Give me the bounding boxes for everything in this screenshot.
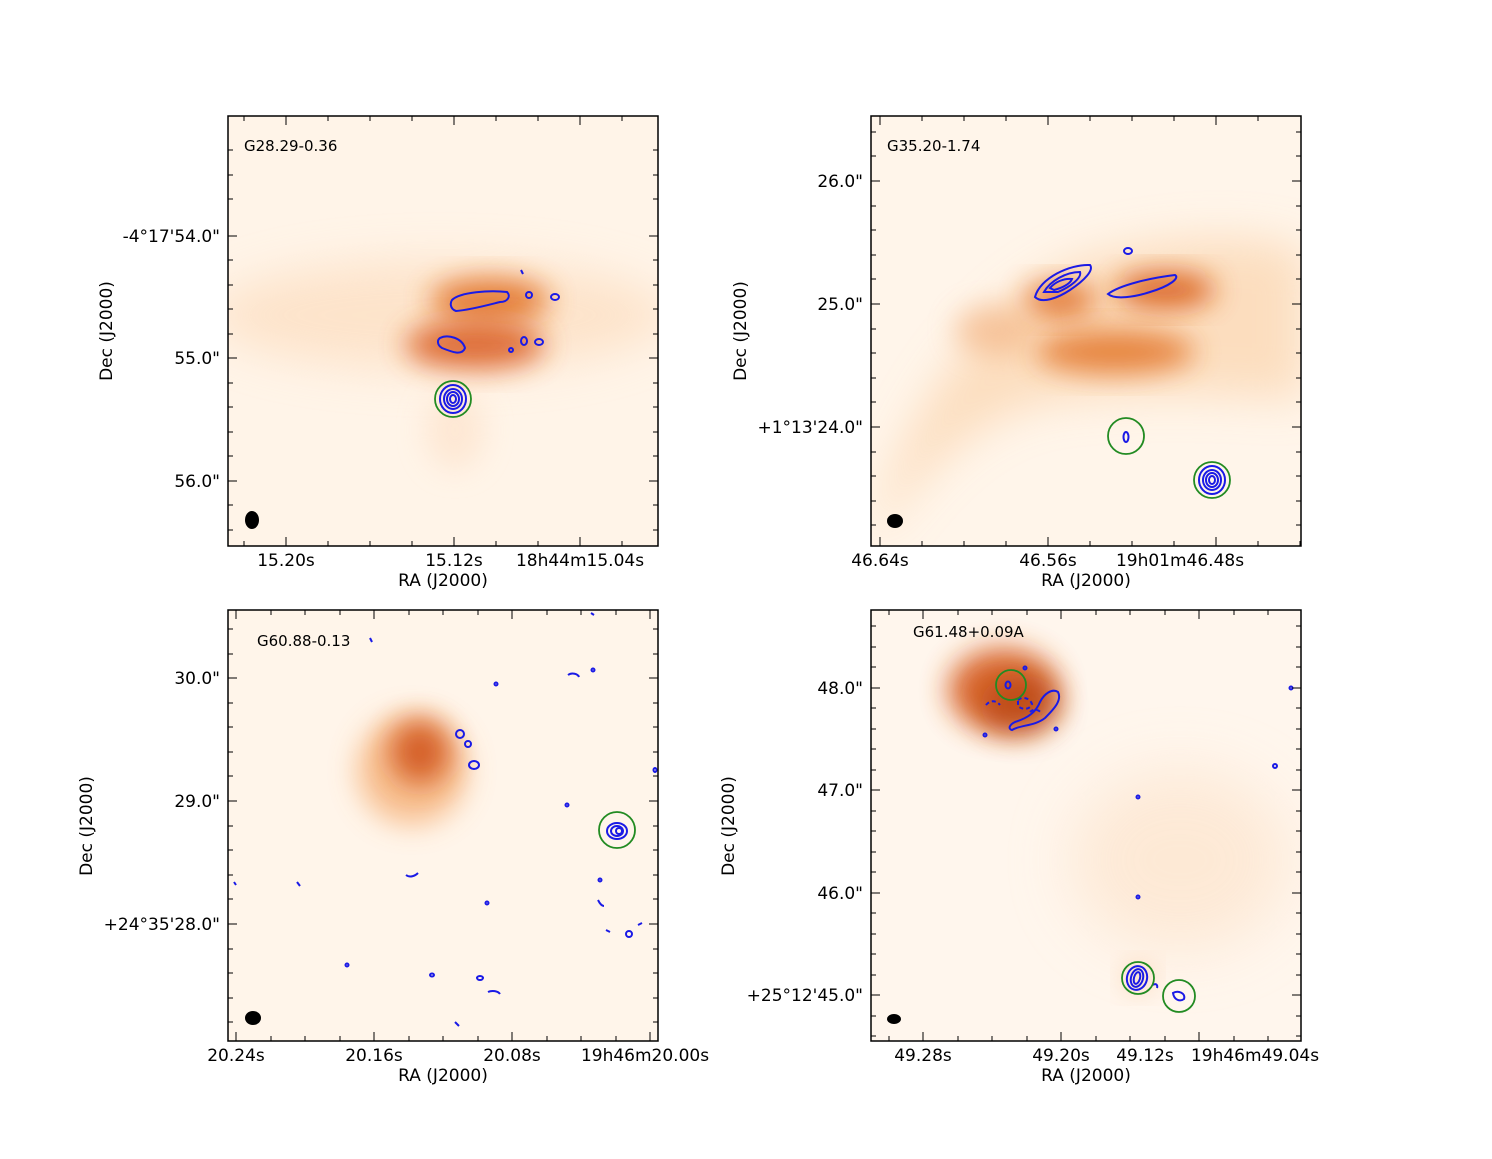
panel-g60-xtick-0: 20.24s <box>207 1046 265 1066</box>
panel-g35-ticks <box>871 116 1301 546</box>
panel-g35-frame <box>870 115 1302 547</box>
panel-g28-xlabel: RA (J2000) <box>398 571 488 591</box>
panel-g61-ylabel: Dec (J2000) <box>719 776 739 876</box>
panel-g61-beam <box>887 1014 901 1024</box>
panel-g61-title: G61.48+0.09A <box>913 623 1025 641</box>
panel-g61-xtick-3: 19h46m49.04s <box>1191 1046 1319 1066</box>
panel-g35-xtick-1: 46.56s <box>1019 551 1077 571</box>
panel-g60-xlabel: RA (J2000) <box>398 1066 488 1086</box>
panel-g35-xtick-0: 46.64s <box>851 551 909 571</box>
panel-g60-beam <box>245 1011 261 1025</box>
panel-g60-marker <box>598 811 636 849</box>
panel-g61-marker-1 <box>995 669 1027 701</box>
panel-g61-xtick-2: 49.12s <box>1116 1046 1174 1066</box>
panel-g35-xtick-2: 19h01m46.48s <box>1116 551 1244 571</box>
panel-g60-image <box>228 610 658 1041</box>
panel-g28: G28.29-0.36 15.20s 15.12s 18h44m15.04s -… <box>97 115 659 591</box>
panel-g60-title: G60.88-0.13 <box>257 632 350 650</box>
panel-g28-xtick-1: 15.12s <box>425 551 483 571</box>
panel-g61-xlabel: RA (J2000) <box>1041 1066 1131 1086</box>
panel-g60-xtick-2: 20.08s <box>483 1046 541 1066</box>
panel-g61-xtick-1: 49.20s <box>1032 1046 1090 1066</box>
panel-g35-contours <box>1033 247 1226 495</box>
panel-g35-beam <box>887 514 903 528</box>
panel-g28-title: G28.29-0.36 <box>244 137 337 155</box>
panel-g28-image <box>228 116 658 546</box>
panel-g61-ytick-1: 47.0" <box>817 781 863 801</box>
panel-g61-ticks <box>871 610 1301 1041</box>
panel-g28-ytick-2: 56.0" <box>174 472 220 492</box>
panel-g28-ylabel: Dec (J2000) <box>97 281 117 381</box>
panel-g35-marker-2 <box>1193 461 1231 499</box>
panel-g28-xtick-0: 15.20s <box>257 551 315 571</box>
panel-g35-image <box>871 116 1301 546</box>
panel-g28-marker <box>434 380 472 418</box>
panel-g60-contours <box>233 612 658 1027</box>
panel-g60-ylabel: Dec (J2000) <box>77 776 97 876</box>
panel-g60-ticks <box>228 610 658 1041</box>
panel-g60-xtick-1: 20.16s <box>345 1046 403 1066</box>
panel-g35-ytick-0: 26.0" <box>817 172 863 192</box>
panel-g60-ytick-1: 29.0" <box>174 792 220 812</box>
panel-g28-ytick-0: -4°17'54.0" <box>123 227 220 247</box>
panel-g28-ticks <box>228 116 658 546</box>
panel-g61-ytick-0: 48.0" <box>817 679 863 699</box>
panel-g61-ytick-2: 46.0" <box>817 884 863 904</box>
panel-g61-frame <box>870 609 1302 1042</box>
panel-g61-marker-2 <box>1121 961 1155 995</box>
panel-g61-marker-3 <box>1162 979 1196 1013</box>
panel-g60: G60.88-0.13 20.24s 20.16s 20.08s 19h46m2… <box>77 609 709 1086</box>
panel-g60-xtick-3: 19h46m20.00s <box>581 1046 709 1066</box>
panel-g28-ytick-1: 55.0" <box>174 349 220 369</box>
panel-g60-ytick-2: +24°35'28.0" <box>104 915 220 935</box>
panel-g61-contours <box>982 665 1294 1002</box>
panel-g61: G61.48+0.09A 49.28s 49.20s 49.12s 19h46m… <box>719 609 1319 1086</box>
panel-g28-frame <box>227 115 659 547</box>
panel-g61-xtick-0: 49.28s <box>894 1046 952 1066</box>
panel-g61-ytick-3: +25°12'45.0" <box>747 986 863 1006</box>
panel-g35-ytick-1: 25.0" <box>817 295 863 315</box>
panel-g35-marker-1 <box>1107 417 1145 455</box>
panel-g28-beam <box>245 511 259 529</box>
panel-g28-contours <box>436 269 560 414</box>
panel-g35-ylabel: Dec (J2000) <box>731 281 751 381</box>
panel-g35-title: G35.20-1.74 <box>887 137 980 155</box>
panel-g61-image <box>871 610 1301 1041</box>
panel-g35-ytick-2: +1°13'24.0" <box>757 418 863 438</box>
panel-g35-xlabel: RA (J2000) <box>1041 571 1131 591</box>
panel-g60-ytick-0: 30.0" <box>174 669 220 689</box>
panel-g28-xtick-2: 18h44m15.04s <box>516 551 644 571</box>
panel-g35: G35.20-1.74 46.64s 46.56s 19h01m46.48s 2… <box>731 115 1302 591</box>
